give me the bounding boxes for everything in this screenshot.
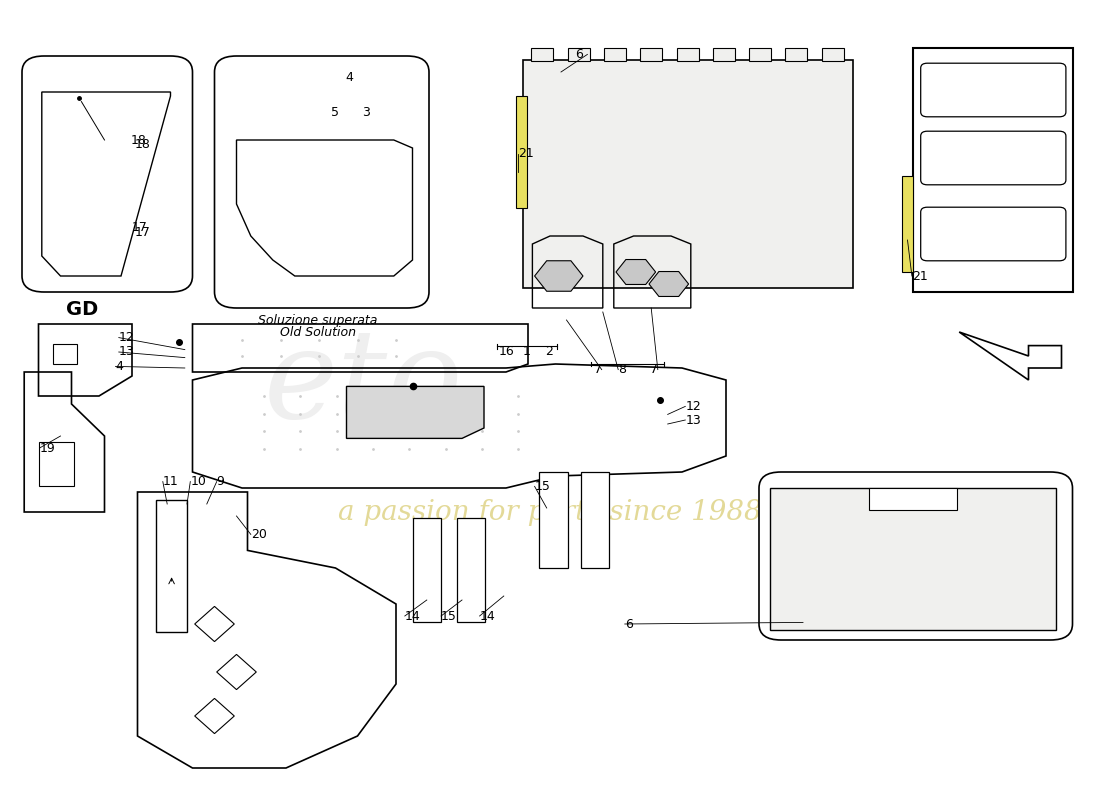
Bar: [53, 344, 77, 364]
Bar: [749, 48, 771, 61]
FancyBboxPatch shape: [214, 56, 429, 308]
Text: 5: 5: [331, 106, 340, 118]
Text: 12: 12: [119, 331, 134, 344]
Text: Soluzione superata: Soluzione superata: [258, 314, 377, 327]
Bar: [785, 48, 807, 61]
FancyBboxPatch shape: [921, 63, 1066, 117]
Text: 16: 16: [498, 346, 514, 358]
Text: 13: 13: [685, 414, 701, 426]
Text: 21: 21: [518, 147, 534, 160]
Bar: [568, 48, 590, 61]
Text: 12: 12: [685, 400, 701, 413]
Text: 3: 3: [362, 106, 371, 118]
Bar: [640, 48, 662, 61]
Text: 1: 1: [522, 346, 530, 358]
Text: 17: 17: [134, 226, 150, 238]
Bar: [539, 472, 568, 568]
Text: GD: GD: [66, 300, 99, 319]
Text: 13: 13: [119, 346, 134, 358]
Text: 4: 4: [345, 71, 354, 84]
Text: 18: 18: [131, 134, 146, 146]
Text: 4: 4: [116, 360, 123, 373]
Polygon shape: [346, 386, 484, 438]
FancyBboxPatch shape: [22, 56, 192, 292]
Text: 17: 17: [132, 222, 147, 234]
Text: Old Solution: Old Solution: [279, 326, 356, 339]
Text: 18: 18: [134, 138, 150, 150]
Text: 6: 6: [575, 48, 583, 61]
Bar: [516, 96, 527, 208]
Text: 9: 9: [217, 475, 224, 488]
Text: 20: 20: [251, 528, 266, 541]
Text: 15: 15: [441, 610, 456, 622]
Text: 6: 6: [625, 618, 632, 630]
Bar: [713, 48, 735, 61]
Bar: [822, 48, 844, 61]
Polygon shape: [869, 488, 957, 510]
Text: 14: 14: [480, 610, 495, 622]
Text: 7: 7: [594, 363, 602, 376]
Text: 10: 10: [190, 475, 206, 488]
Text: 2: 2: [546, 346, 553, 358]
Bar: [581, 472, 609, 568]
Text: 14: 14: [405, 610, 420, 622]
Bar: [902, 176, 913, 272]
FancyBboxPatch shape: [921, 131, 1066, 185]
Bar: [604, 48, 626, 61]
Bar: [456, 518, 485, 622]
Polygon shape: [770, 488, 1056, 630]
Bar: [39, 442, 74, 486]
Text: SCUDERIA: SCUDERIA: [902, 607, 946, 617]
FancyBboxPatch shape: [759, 472, 1072, 640]
Text: 15: 15: [535, 480, 550, 493]
Bar: [531, 48, 553, 61]
Bar: [412, 518, 441, 622]
Text: 7: 7: [650, 363, 658, 376]
Polygon shape: [522, 60, 852, 288]
Text: a passion for parts since 1988: a passion for parts since 1988: [338, 498, 762, 526]
Text: SPIDER: SPIDER: [909, 616, 939, 626]
Text: 21: 21: [912, 270, 927, 282]
FancyBboxPatch shape: [921, 207, 1066, 261]
Text: 11: 11: [163, 475, 178, 488]
Bar: [676, 48, 698, 61]
Text: eto: eto: [263, 323, 463, 445]
Text: 19: 19: [40, 442, 55, 454]
Text: 8: 8: [618, 363, 626, 376]
Text: 16M: 16M: [902, 591, 946, 609]
Polygon shape: [959, 332, 1062, 380]
